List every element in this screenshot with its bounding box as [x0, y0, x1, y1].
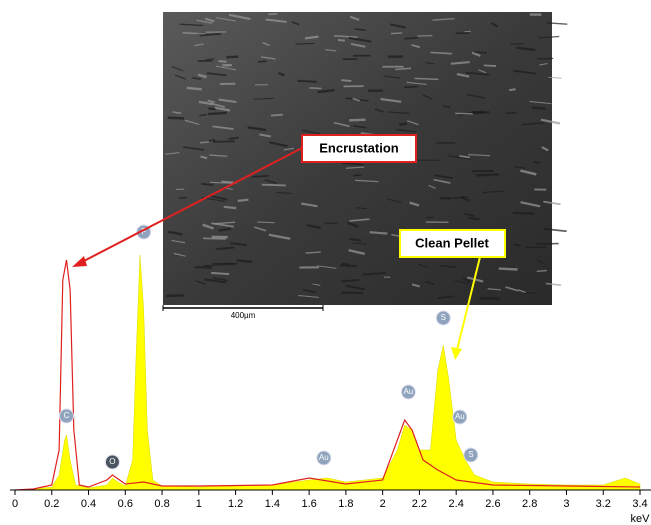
x-tick-label: 3 [563, 498, 569, 510]
sem-texture [341, 80, 351, 81]
peak-label: O [105, 455, 119, 469]
sem-texture [208, 113, 227, 114]
arrowhead [451, 347, 462, 360]
peak-text: Au [455, 412, 465, 421]
sem-texture [258, 61, 267, 62]
sem-texture [183, 33, 206, 34]
sem-texture [370, 232, 388, 233]
sem-texture [349, 120, 365, 121]
peak-text: Au [403, 387, 413, 396]
sem-texture [476, 174, 499, 175]
x-tick-label: 2.2 [412, 498, 427, 510]
sem-texture [201, 184, 213, 185]
sem-texture [268, 14, 277, 15]
peak-label: S [436, 311, 450, 325]
x-tick-label: 2.6 [485, 498, 500, 510]
sem-texture [391, 33, 402, 34]
x-tick-label: 1.4 [265, 498, 280, 510]
peak-text: O [109, 457, 115, 466]
sem-texture [262, 185, 286, 186]
x-tick-label: 0.8 [154, 498, 169, 510]
x-tick-label: 1 [196, 498, 202, 510]
x-tick-label: 1.2 [228, 498, 243, 510]
x-tick-label: 0.6 [118, 498, 133, 510]
x-tick-label: 0.2 [44, 498, 59, 510]
x-tick-label: 1.8 [338, 498, 353, 510]
sem-texture [211, 273, 229, 274]
peak-text: Au [319, 453, 329, 462]
peak-label: S [464, 448, 478, 462]
sem-texture [443, 106, 450, 107]
sem-texture [224, 207, 236, 208]
sem-texture [484, 65, 496, 66]
sem-texture [533, 162, 540, 163]
peak-label: C [59, 409, 73, 423]
arrowhead [72, 256, 87, 267]
sem-texture [237, 260, 252, 261]
x-tick-label: 0.4 [81, 498, 96, 510]
sem-texture [341, 293, 363, 294]
sem-texture [338, 40, 345, 41]
sem-texture [509, 89, 515, 90]
peak-label: Au [401, 385, 415, 399]
sem-texture [499, 269, 518, 270]
sem-texture [404, 87, 418, 88]
sem-texture [340, 265, 357, 266]
sem-texture [168, 118, 185, 119]
x-tick-label: 2 [380, 498, 386, 510]
sem-texture [513, 213, 535, 214]
sem-texture [537, 271, 547, 272]
sem-texture [187, 88, 202, 89]
sem-texture [211, 141, 234, 142]
sem-texture [238, 200, 249, 201]
scale-bar-label: 400µm [231, 311, 256, 320]
sem-texture [203, 238, 226, 239]
x-tick-label: 3.2 [596, 498, 611, 510]
sem-texture [271, 115, 283, 116]
sem-texture [537, 58, 553, 59]
x-tick-label: 3.4 [632, 498, 647, 510]
sem-texture [455, 113, 473, 114]
sem-texture [195, 267, 212, 268]
sem-texture [399, 124, 407, 125]
x-tick-label: 0 [12, 498, 18, 510]
encrustation-label: Encrustation [319, 140, 399, 155]
sem-texture [297, 81, 316, 82]
sem-texture [296, 43, 314, 44]
sem-texture [252, 176, 269, 177]
x-axis-label: keV [631, 513, 651, 525]
sem-texture [513, 245, 520, 246]
x-tick-label: 2.4 [449, 498, 464, 510]
x-tick-label: 2.8 [522, 498, 537, 510]
peak-text: C [64, 411, 70, 420]
sem-texture [532, 108, 546, 109]
sem-texture [405, 38, 418, 39]
sem-texture [219, 61, 227, 62]
peak-text: S [441, 313, 446, 322]
peak-label: Au [317, 451, 331, 465]
sem-texture [229, 138, 239, 139]
sem-texture [524, 293, 537, 294]
sem-texture [257, 222, 274, 223]
clean-pellet-label: Clean Pellet [415, 235, 489, 250]
x-tick-label: 1.6 [301, 498, 316, 510]
figure: 400µm COFAuAuSAuS keV Encrustation Clean… [0, 0, 651, 525]
sem-texture [415, 78, 439, 79]
sem-texture [206, 59, 214, 60]
sem-texture [474, 52, 486, 53]
peak-text: S [468, 450, 473, 459]
sem-texture [199, 115, 206, 116]
peak-label: Au [453, 410, 467, 424]
sem-texture [309, 88, 321, 89]
